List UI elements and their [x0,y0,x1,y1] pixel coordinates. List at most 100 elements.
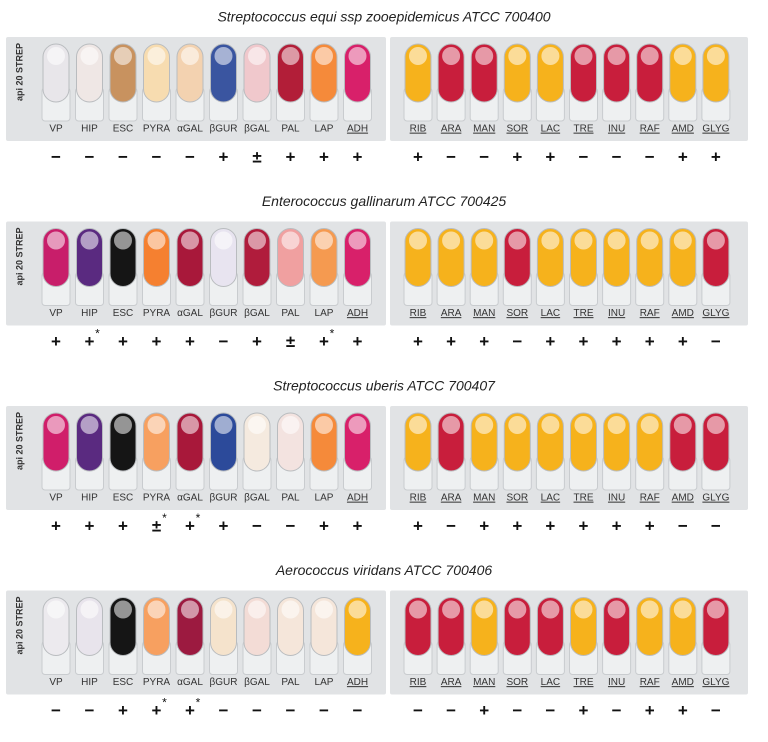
result: + [512,516,522,535]
result: + [185,332,195,351]
result: + [579,332,589,351]
well-highlight [80,416,99,434]
test-label: GLYG [702,124,729,135]
test-label: LAP [315,308,334,319]
well-highlight [508,47,527,65]
result: − [85,147,95,166]
well-highlight [409,47,427,65]
result: + [479,516,489,535]
result: + [319,516,329,535]
result: + [678,701,688,720]
result: − [252,516,262,535]
test-label: INU [608,124,625,135]
well-highlight [640,231,659,250]
result: ± [252,147,261,166]
well-highlight [114,600,132,619]
well-highlight [348,416,367,434]
well-highlight [147,231,166,250]
well-highlight [147,600,166,619]
well-highlight [508,600,527,619]
result: + [118,332,128,351]
test-label: ARA [441,124,462,135]
test-label: βGAL [244,308,270,319]
test-label: MAN [473,124,495,135]
test-label: ESC [113,493,134,504]
well-highlight [114,416,132,434]
test-label: AMD [672,493,694,504]
well-highlight [348,47,367,65]
result: − [85,701,95,720]
logo: api 20 STREP [14,596,24,654]
test-label: SOR [506,493,528,504]
test-label: βGUR [210,308,238,319]
result: + [219,516,229,535]
result: + [545,516,555,535]
test-label: PAL [281,308,300,319]
test-label: βGUR [210,493,238,504]
well-highlight [442,600,461,619]
result: + [678,332,688,351]
result: + [51,332,61,351]
result: − [446,701,456,720]
well-highlight [409,600,427,619]
test-label: αGAL [177,677,203,688]
test-label: VP [49,308,63,319]
result: − [711,516,721,535]
result: − [678,516,688,535]
strip-title: Streptococcus equi ssp zooepidemicus ATC… [217,9,550,25]
test-label: AMD [672,124,694,135]
result: − [319,701,329,720]
well-highlight [442,416,461,434]
test-label: INU [608,308,625,319]
result: + [118,701,128,720]
well-highlight [409,416,427,434]
result: − [512,701,522,720]
well-highlight [315,600,333,619]
result: + [353,147,363,166]
well-highlight [47,416,65,434]
test-label: HIP [81,124,98,135]
well-highlight [248,231,266,250]
well-highlight [442,231,461,250]
test-label: GLYG [702,308,729,319]
well-highlight [607,600,626,619]
result: + [678,147,688,166]
result-note: * [95,327,100,341]
well-highlight [214,47,233,65]
well-highlight [348,600,367,619]
well-highlight [47,47,65,65]
test-label: HIP [81,493,98,504]
result: ± [152,516,161,535]
result: + [319,147,329,166]
test-label: RIB [410,124,427,135]
well-highlight [47,600,65,619]
test-label: αGAL [177,493,203,504]
test-label: LAP [315,677,334,688]
test-label: HIP [81,677,98,688]
well-highlight [181,47,199,65]
test-label: GLYG [702,677,729,688]
result: − [219,701,229,720]
test-label: ESC [113,124,134,135]
strip: Enterococcus gallinarum ATCC 700425 api 2… [6,193,748,351]
test-label: βGUR [210,124,238,135]
well-highlight [248,600,266,619]
test-label: PYRA [143,124,171,135]
well-highlight [409,231,427,250]
well-highlight [475,47,494,65]
result: + [645,332,655,351]
result: + [446,332,456,351]
test-label: SOR [506,677,528,688]
well-highlight [181,416,199,434]
strip: Aerococcus viridans ATCC 700406 api 20 ST… [6,562,748,720]
test-label: AMD [672,308,694,319]
result: + [252,332,262,351]
logo: api 20 STREP [14,412,24,470]
test-label: PYRA [143,677,171,688]
result: − [413,701,423,720]
result: − [579,147,589,166]
well-highlight [114,231,132,250]
well-highlight [574,600,593,619]
result: + [579,701,589,720]
